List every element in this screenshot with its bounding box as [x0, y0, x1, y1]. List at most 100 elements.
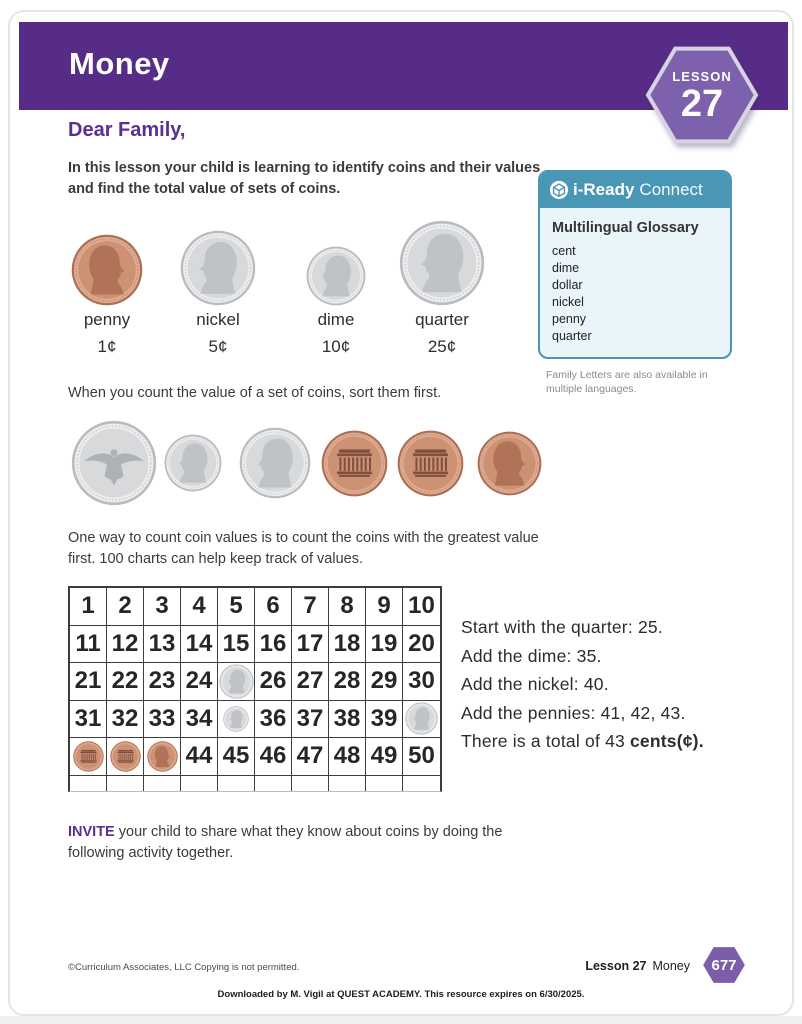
chart-cell: 19 [366, 625, 403, 663]
chart-cell: 23 [144, 663, 181, 701]
chart-coin-cell [107, 738, 144, 776]
coin-key-quarter: quarter 25¢ [387, 210, 497, 357]
nickel-front-coin-icon [180, 230, 256, 306]
glossary-item: quarter [552, 329, 592, 343]
chart-cell-cropped [144, 775, 181, 791]
step-line: Add the dime: 35. [461, 645, 602, 666]
lesson-number: 27 [680, 83, 724, 125]
chart-coin-cell [403, 701, 440, 738]
chart-cell: 49 [366, 738, 403, 776]
penny-coin-holder [52, 210, 162, 306]
chart-cell: 29 [366, 663, 403, 701]
penny-back-coin-icon [321, 430, 388, 497]
chart-cell: 30 [403, 663, 440, 701]
chart-cell: 39 [366, 700, 403, 738]
sorted-quarter-holder [71, 420, 157, 511]
chart-cell: 44 [181, 738, 218, 776]
chart-cell: 38 [329, 700, 366, 738]
chart-cell-cropped [403, 776, 440, 791]
chart-cell: 31 [70, 700, 107, 738]
nickel-front-coin-icon [239, 427, 311, 499]
glossary-item: cent [552, 244, 576, 258]
coin-name: quarter [415, 310, 469, 329]
dime-front-coin-icon [164, 434, 222, 492]
chart-cell: 48 [329, 738, 366, 776]
chart-cell-cropped [107, 775, 144, 791]
sorted-penny-holder [397, 430, 464, 502]
chart-coin-cell [70, 738, 107, 776]
lesson-badge: LESSON 27 [645, 44, 759, 146]
coin-key-dime: dime 10¢ [281, 210, 391, 357]
quarter-back-coin-icon [71, 420, 157, 506]
dime-front-coin-icon [223, 706, 249, 732]
count-instruction: One way to count coin values is to count… [68, 530, 539, 567]
greeting: Dear Family, [68, 119, 186, 141]
dime-coin-holder [281, 210, 391, 306]
chart-cell: 7 [292, 588, 329, 626]
brand-name: i-Ready [573, 180, 635, 199]
glossary-item: penny [552, 312, 587, 326]
penny-back-coin-icon [109, 741, 141, 772]
chart-cell: 20 [403, 626, 440, 663]
chart-cell: 3 [144, 588, 181, 626]
step-line: Add the nickel: 40. [461, 674, 609, 694]
coin-value: 10¢ [321, 337, 351, 356]
footer-lesson-label: Lesson 27 [585, 959, 647, 973]
chart-cell: 45 [218, 738, 255, 776]
chart-coin-cell [144, 738, 181, 776]
iready-logo-icon [549, 180, 569, 200]
chart-cell-cropped [218, 775, 255, 791]
brand-suffix: Connect [639, 180, 703, 199]
chart-coin-cell [218, 700, 255, 738]
chart-cell: 16 [255, 625, 292, 663]
sorted-nickel-holder [239, 427, 311, 504]
intro-text: In this lesson your child is learning to… [68, 160, 541, 197]
chart-cell: 12 [107, 625, 144, 663]
chart-cell-cropped [255, 775, 292, 791]
dime-front-coin-icon [306, 246, 366, 306]
coin-count-steps: Start with the quarter: 25. Add the dime:… [461, 613, 704, 756]
chart-cell: 2 [107, 588, 144, 626]
coin-key-penny: penny 1¢ [52, 210, 162, 357]
chart-coin-cell [218, 663, 255, 701]
footer-lesson-reference: Lesson 27 Money [500, 959, 690, 973]
chart-cell: 50 [403, 738, 440, 776]
hexagon-icon [703, 947, 745, 983]
chart-cell: 33 [144, 700, 181, 738]
penny-front-coin-icon [477, 431, 542, 496]
quarter-front-coin-icon [218, 664, 254, 699]
sort-instruction: When you count the value of a set of coi… [68, 385, 442, 401]
chart-cell: 9 [366, 588, 403, 626]
glossary-title: Multilingual Glossary [552, 220, 699, 236]
coin-name: nickel [196, 310, 240, 329]
sorted-penny-holder [477, 431, 542, 501]
chart-cell: 46 [255, 738, 292, 776]
chart-cell: 37 [292, 700, 329, 738]
download-notice: Downloaded by M. Vigil at QUEST ACADEMY.… [217, 989, 585, 1000]
step-line: Start with the quarter: 25. [461, 617, 663, 637]
chart-cell: 34 [181, 700, 218, 738]
penny-back-coin-icon [72, 741, 104, 772]
invite-paragraph: INVITE your child to share what they kno… [68, 822, 548, 864]
page-number: 677 [711, 956, 737, 974]
nickel-coin-holder [163, 210, 273, 306]
chart-cell: 36 [255, 700, 292, 738]
family-letters-note: Family Letters are also available in mul… [546, 369, 708, 395]
chart-cell: 26 [255, 663, 292, 701]
bottom-strip [0, 1016, 802, 1024]
quarter-coin-holder [387, 210, 497, 306]
step-line: Add the pennies: 41, 42, 43. [461, 702, 686, 723]
glossary-list: cent dime dollar nickel penny quarter [552, 243, 718, 345]
glossary-panel: Multilingual Glossary cent dime dollar nick… [540, 208, 730, 357]
chart-cell: 17 [292, 625, 329, 663]
chart-cell: 15 [218, 625, 255, 663]
coin-value: 5¢ [208, 337, 228, 356]
copyright-notice: ©Curriculum Associates, LLC Copying is n… [68, 962, 300, 973]
chart-cell-cropped [329, 775, 366, 791]
chart-cell-cropped [181, 775, 218, 791]
chart-cell: 10 [403, 588, 440, 626]
chart-cell-cropped [70, 775, 107, 791]
chart-cell: 4 [181, 588, 218, 626]
page-title: Money [69, 46, 170, 81]
coin-name: dime [317, 310, 355, 329]
